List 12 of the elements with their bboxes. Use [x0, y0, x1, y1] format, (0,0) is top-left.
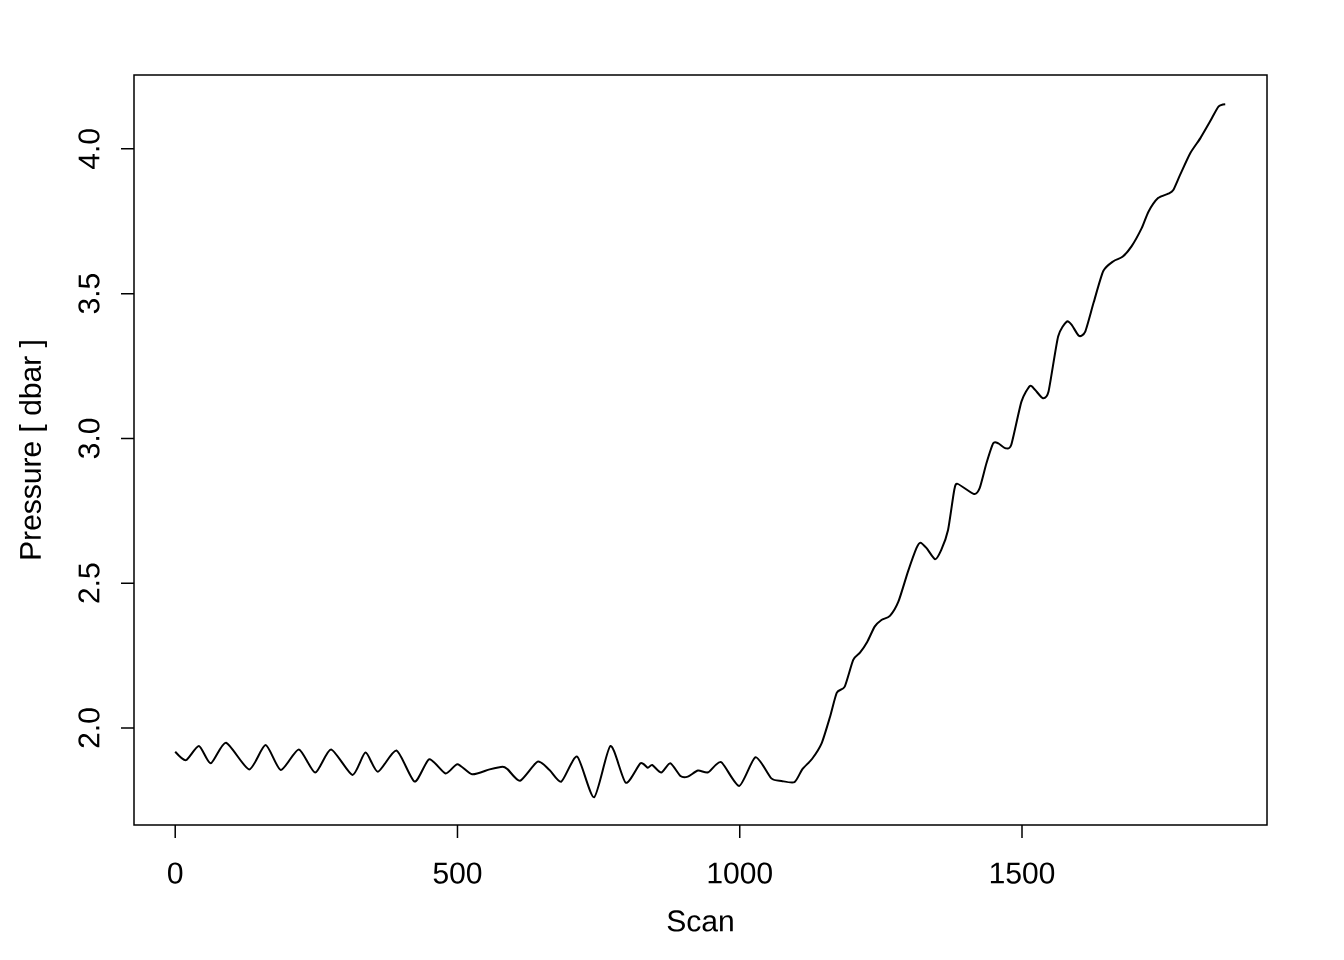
y-tick-label: 2.5	[78, 563, 100, 603]
y-tick-label: 3.0	[78, 418, 100, 459]
y-axis-title: Pressure [ dbar ]	[19, 341, 47, 559]
line-series	[174, 103, 1227, 799]
y-tick-label: 2.0	[78, 708, 100, 748]
x-tick-label: 500	[433, 862, 482, 884]
x-tick-label: 1500	[990, 862, 1055, 884]
x-axis-title: Scan	[667, 910, 733, 932]
x-tick-label: 1000	[708, 862, 772, 884]
y-tick-label: 4.0	[78, 129, 100, 169]
y-tick-label: 3.5	[78, 274, 100, 314]
x-tick-label: 0	[168, 862, 183, 884]
